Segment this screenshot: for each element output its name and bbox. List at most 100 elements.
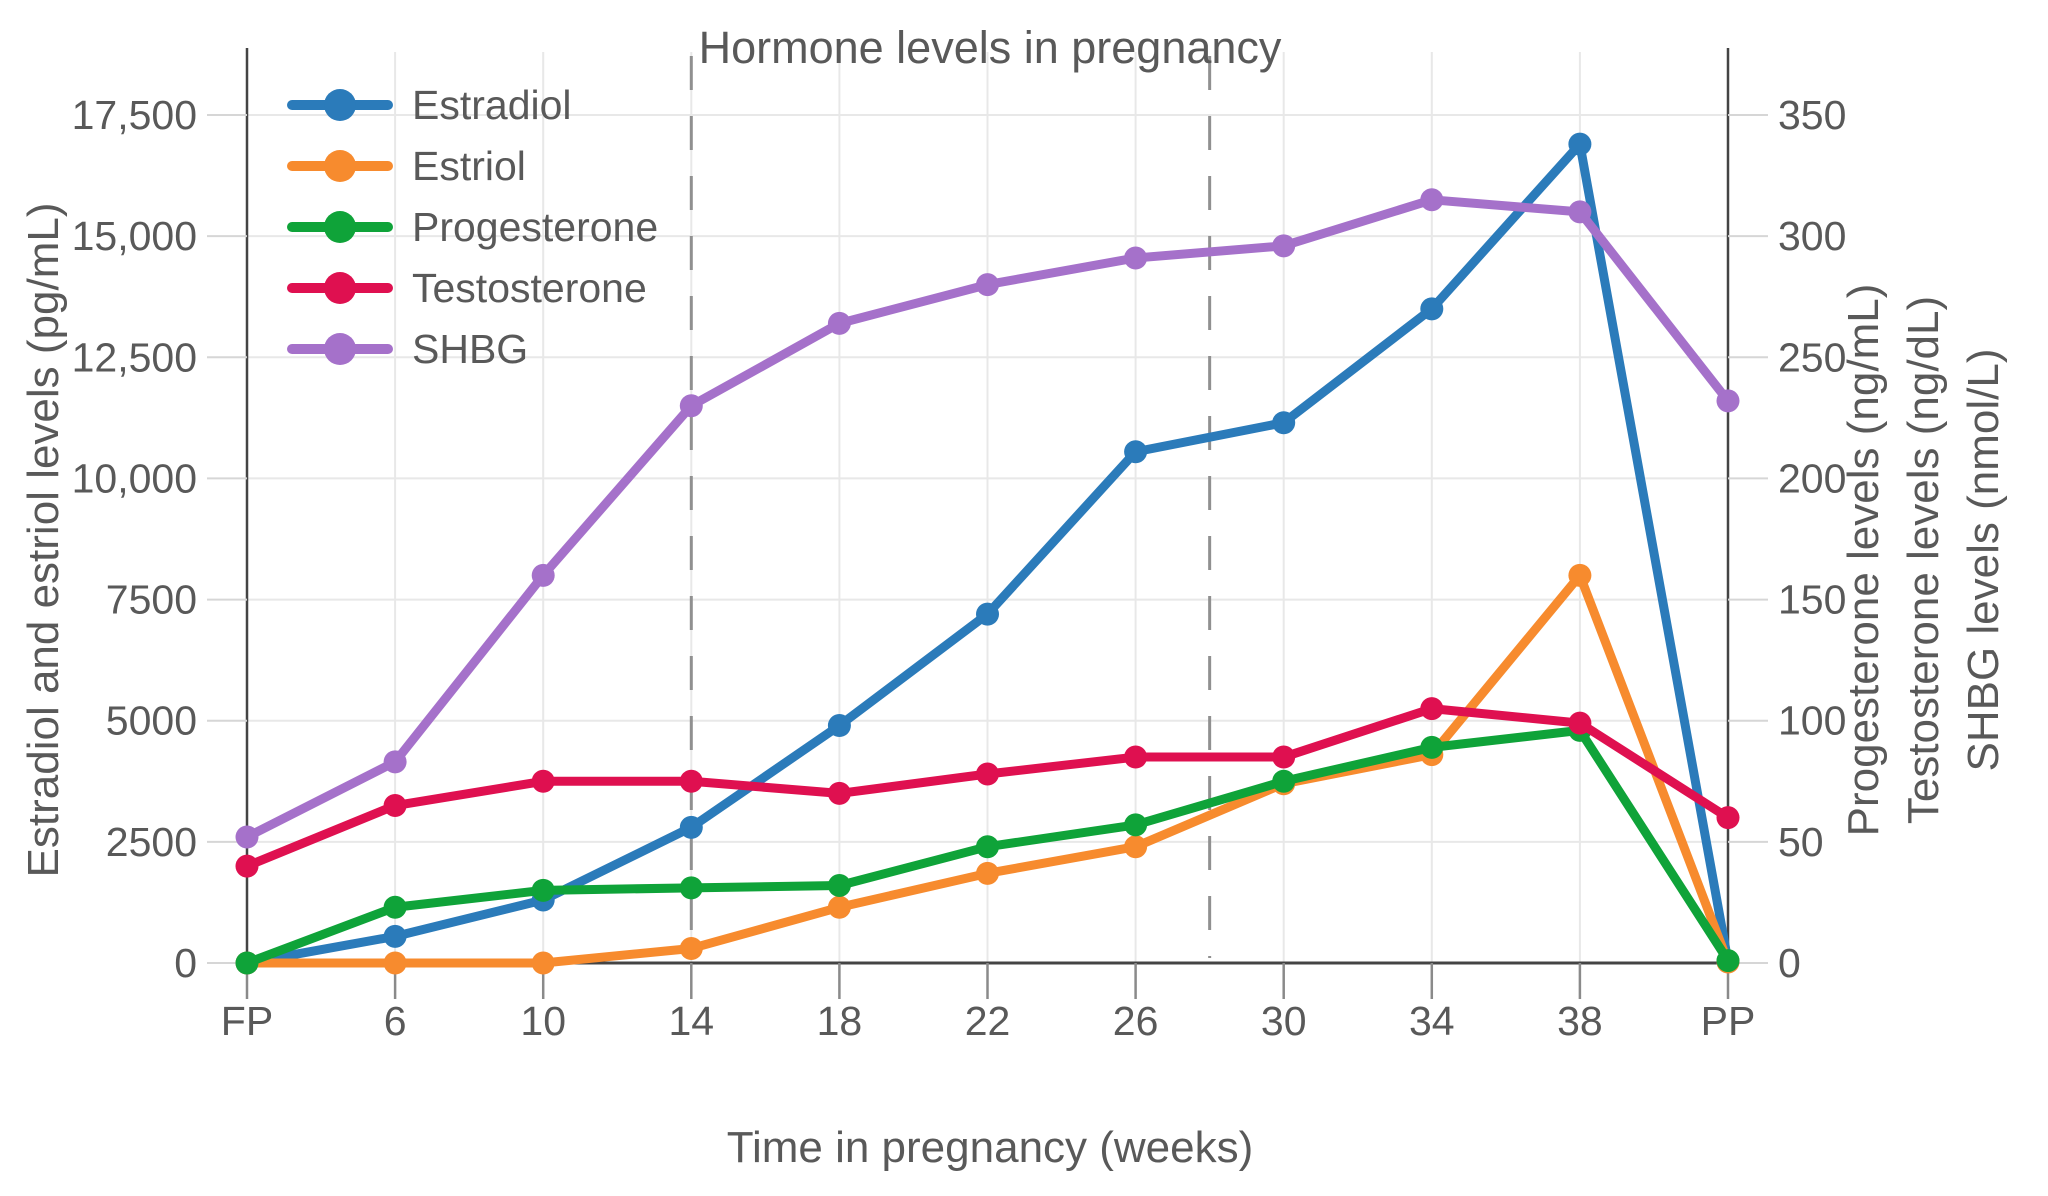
right-axis-title-progesterone: Progesterone levels (ng/mL) xyxy=(1839,284,1888,837)
data-point-estradiol xyxy=(1420,297,1444,321)
data-point-shbg xyxy=(383,750,407,774)
chart-title: Hormone levels in pregnancy xyxy=(699,22,1282,73)
data-point-progesterone xyxy=(1124,813,1148,837)
data-point-progesterone xyxy=(976,835,999,859)
data-point-testosterone xyxy=(1420,697,1444,721)
data-point-shbg xyxy=(235,825,259,849)
right-axis-title-shbg: SHBG levels (nmol/L) xyxy=(1959,348,2008,771)
data-point-estradiol xyxy=(383,924,407,948)
x-axis-tick-label: 10 xyxy=(520,998,566,1044)
data-point-estriol xyxy=(679,936,703,960)
data-point-testosterone xyxy=(976,762,999,786)
data-point-testosterone xyxy=(1568,711,1592,735)
data-point-estriol xyxy=(1568,563,1592,587)
series-estriol xyxy=(235,563,1740,975)
data-point-testosterone xyxy=(235,854,259,878)
x-axis-tick-label: 34 xyxy=(1409,998,1455,1044)
left-axis-tick-label: 0 xyxy=(174,940,197,986)
left-axis-title: Estradiol and estriol levels (pg/mL) xyxy=(19,203,68,878)
right-axis-tick-label: 50 xyxy=(1778,819,1824,865)
data-point-testosterone xyxy=(1272,745,1296,769)
legend-item-label: Estradiol xyxy=(412,82,572,128)
series-shbg xyxy=(235,188,1740,849)
x-axis-tick-label: 14 xyxy=(668,998,714,1044)
data-point-progesterone xyxy=(383,895,407,919)
x-axis-tick-label: PP xyxy=(1701,998,1756,1044)
legend-item-shbg[interactable]: SHBG xyxy=(287,326,528,372)
gridlines xyxy=(247,52,1728,963)
legend-item-progesterone[interactable]: Progesterone xyxy=(287,204,658,250)
data-point-estradiol xyxy=(1124,440,1148,464)
legend-dot-swatch xyxy=(324,150,356,182)
right-axis-tick-label: 0 xyxy=(1778,940,1801,986)
right-axis-tick-label: 200 xyxy=(1778,455,1846,501)
legend-item-estradiol[interactable]: Estradiol xyxy=(287,82,572,128)
right-axis-title-testosterone: Testosterone levels (ng/dL) xyxy=(1899,296,1948,824)
left-axis-tick-label: 10,000 xyxy=(72,455,197,501)
data-point-progesterone xyxy=(1716,949,1740,973)
data-point-estriol xyxy=(827,895,851,919)
data-point-estriol xyxy=(1124,835,1148,859)
data-point-testosterone xyxy=(827,781,851,805)
x-axis-tick-label: FP xyxy=(221,998,273,1044)
legend-item-label: Progesterone xyxy=(412,204,658,250)
data-point-shbg xyxy=(827,311,851,335)
left-axis-tick-label: 5000 xyxy=(106,698,197,744)
left-tick-labels: 0 2500 5000 7500 10,000 12,500 15,000 17,500 xyxy=(72,92,197,986)
data-point-shbg xyxy=(679,394,703,418)
data-point-estradiol xyxy=(976,602,999,626)
data-point-testosterone xyxy=(531,769,555,793)
data-point-estradiol xyxy=(827,714,851,738)
data-point-testosterone xyxy=(383,794,407,818)
legend-item-estriol[interactable]: Estriol xyxy=(287,143,526,189)
data-point-testosterone xyxy=(1716,806,1740,830)
series-testosterone xyxy=(235,697,1740,878)
data-point-shbg xyxy=(976,273,999,297)
legend-item-label: Testosterone xyxy=(412,265,647,311)
left-axis-tick-label: 15,000 xyxy=(72,213,197,259)
legend-dot-swatch xyxy=(324,89,356,121)
x-axis-tick-label: 6 xyxy=(384,998,407,1044)
right-axis-tick-label: 300 xyxy=(1778,213,1846,259)
legend-dot-swatch xyxy=(324,333,356,365)
data-point-progesterone xyxy=(1420,735,1444,759)
data-point-estradiol xyxy=(679,815,703,839)
data-point-shbg xyxy=(1420,188,1444,212)
data-point-estradiol xyxy=(1568,132,1592,156)
data-point-progesterone xyxy=(1272,769,1296,793)
x-axis-tick-label: 18 xyxy=(817,998,863,1044)
data-point-testosterone xyxy=(679,769,703,793)
x-tick-labels: FP 6 10 14 18 22 26 30 34 38 PP xyxy=(221,998,1756,1044)
right-axis-tick-label: 250 xyxy=(1778,334,1846,380)
legend-item-testosterone[interactable]: Testosterone xyxy=(287,265,647,311)
x-axis-tick-label: 30 xyxy=(1261,998,1307,1044)
left-axis-tick-label: 12,500 xyxy=(72,334,197,380)
right-axis-tick-label: 100 xyxy=(1778,698,1846,744)
data-point-testosterone xyxy=(1124,745,1148,769)
legend-item-label: Estriol xyxy=(412,143,526,189)
left-axis-tick-label: 17,500 xyxy=(72,92,197,138)
data-point-estriol xyxy=(976,861,999,885)
legend-item-label: SHBG xyxy=(412,326,528,372)
data-point-estriol xyxy=(383,951,407,975)
data-point-progesterone xyxy=(827,873,851,897)
data-point-shbg xyxy=(1124,246,1148,270)
data-point-shbg xyxy=(1568,200,1592,224)
x-axis-tick-label: 38 xyxy=(1557,998,1603,1044)
data-point-progesterone xyxy=(679,876,703,900)
left-axis-tick-label: 2500 xyxy=(106,819,197,865)
data-point-estriol xyxy=(531,951,555,975)
x-axis-tick-label: 26 xyxy=(1113,998,1159,1044)
legend-dot-swatch xyxy=(324,211,356,243)
data-point-estradiol xyxy=(1272,411,1296,435)
data-point-shbg xyxy=(1716,389,1740,413)
x-axis-tick-label: 22 xyxy=(965,998,1011,1044)
right-axis-tick-label: 350 xyxy=(1778,92,1846,138)
legend: Estradiol Estriol Progesterone Testosterone… xyxy=(287,82,658,372)
data-point-shbg xyxy=(1272,234,1296,258)
x-axis-title: Time in pregnancy (weeks) xyxy=(727,1123,1254,1172)
right-tick-labels: 0 50 100 150 200 250 300 350 xyxy=(1778,92,1846,986)
data-point-shbg xyxy=(531,563,555,587)
